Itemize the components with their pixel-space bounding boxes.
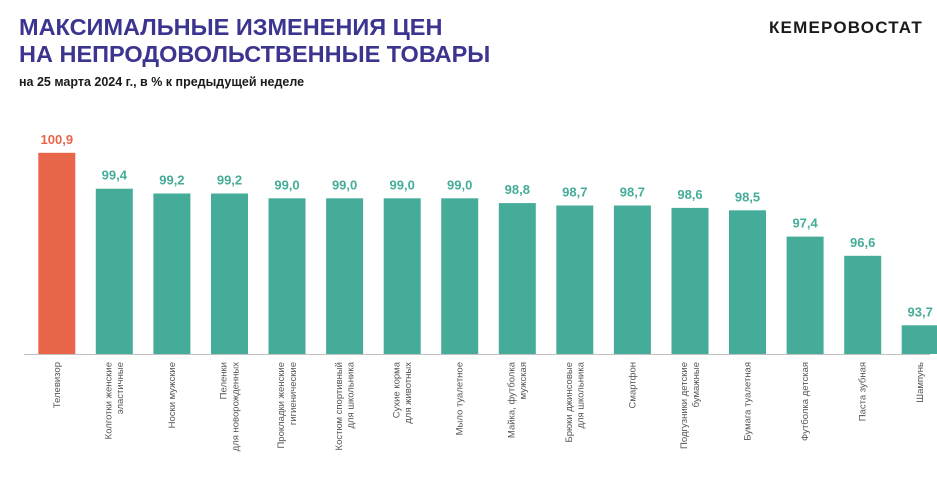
category-label: Носки мужские — [167, 362, 178, 428]
bar-value-label: 93,7 — [908, 304, 933, 319]
category-label: Телевизор — [52, 362, 63, 408]
bar — [38, 152, 76, 354]
category-label-line: Телевизор — [52, 362, 63, 408]
bar-value-label: 99,0 — [332, 177, 357, 192]
category-label-line: Пеленки — [219, 362, 230, 399]
bar-value-label: 99,4 — [102, 168, 128, 183]
bar-value-label: 96,6 — [850, 235, 875, 250]
bar-value-label: 99,0 — [390, 177, 415, 192]
category-label-line: гигиенические — [288, 362, 299, 425]
category-label: Футболка детская — [800, 362, 811, 441]
bar — [95, 188, 133, 354]
bar-value-label: 98,6 — [677, 187, 702, 202]
category-label-line: мужская — [518, 362, 529, 399]
category-label-line: Смартфон — [627, 362, 638, 408]
category-label-line: Колготки женские — [104, 362, 115, 439]
bar — [671, 207, 709, 354]
chart-subtitle: на 25 марта 2024 г., в % к предыдущей не… — [19, 75, 305, 89]
bar — [901, 325, 937, 354]
category-label: Сухие кормадля животных — [391, 361, 414, 423]
bar — [153, 193, 191, 354]
bar — [729, 210, 766, 354]
category-label: Бумага туалетная — [743, 362, 754, 441]
category-label: Прокладки женскиегигиенические — [276, 362, 299, 449]
category-label-line: Носки мужские — [167, 362, 178, 428]
bar — [383, 198, 421, 354]
category-label-line: Футболка детская — [800, 362, 811, 441]
category-label-line: Бумага туалетная — [743, 362, 754, 441]
chart-title-line-2: НА НЕПРОДОВОЛЬСТВЕННЫЕ ТОВАРЫ — [19, 41, 491, 67]
category-label-line: эластичные — [115, 362, 126, 414]
bar — [211, 193, 248, 354]
kemerovostat-logo: КЕМЕРОВОСТАТ — [768, 18, 923, 37]
bar — [556, 205, 594, 354]
bar-value-label: 99,2 — [217, 173, 242, 188]
category-label-line: Майка, футболка — [507, 361, 518, 438]
category-label-line: для новорожденных — [230, 362, 241, 452]
chart-title-line-1: МАКСИМАЛЬНЫЕ ИЗМЕНЕНИЯ ЦЕН — [19, 14, 443, 40]
category-label: Костюм спортивныйдля школьника — [334, 361, 357, 450]
category-label-line: для животных — [403, 362, 414, 424]
category-label-line: Прокладки женские — [276, 362, 287, 449]
category-label-line: Шампунь — [915, 362, 926, 403]
category-label: Майка, футболкамужская — [507, 361, 530, 438]
category-label-line: Паста зубная — [858, 362, 869, 421]
bar — [786, 236, 824, 354]
category-label-line: Сухие корма — [391, 361, 402, 418]
chart-title: МАКСИМАЛЬНЫЕ ИЗМЕНЕНИЯ ЦЕН НА НЕПРОДОВОЛ… — [19, 14, 579, 68]
bar-value-label: 98,7 — [620, 185, 645, 200]
bar-value-label: 99,0 — [447, 177, 472, 192]
category-label: Пеленкидля новорожденных — [219, 362, 242, 452]
bar-value-label: 97,4 — [792, 216, 818, 231]
bar-value-label: 98,8 — [505, 182, 530, 197]
bar-value-label: 98,5 — [735, 189, 760, 204]
category-label: Мыло туалетное — [455, 362, 466, 435]
category-label: Подгузники детскиебумажные — [679, 362, 702, 449]
bar — [844, 255, 882, 354]
category-label-line: Брюки джинсовые — [564, 362, 575, 443]
bar — [498, 203, 536, 354]
category-label-line: Костюм спортивный — [334, 362, 345, 450]
bar — [268, 198, 306, 354]
category-label-line: Мыло туалетное — [455, 362, 466, 435]
bar-value-label: 98,7 — [562, 185, 587, 200]
bar-value-label: 100,9 — [41, 132, 74, 147]
bar-value-label: 99,2 — [159, 173, 184, 188]
bar — [326, 198, 364, 354]
category-label: Шампунь — [915, 362, 926, 403]
category-label-line: бумажные — [691, 362, 702, 407]
category-label: Колготки женскиеэластичные — [104, 362, 127, 439]
category-label-line: Подгузники детские — [679, 362, 690, 449]
bar — [441, 198, 479, 354]
category-label: Брюки джинсовыедля школьника — [564, 361, 587, 442]
category-label-line: для школьника — [576, 361, 587, 428]
category-label: Смартфон — [627, 362, 638, 408]
bar-value-label: 99,0 — [274, 177, 299, 192]
category-label: Паста зубная — [858, 362, 869, 421]
category-label-line: для школьника — [345, 361, 356, 428]
bar — [613, 205, 651, 354]
